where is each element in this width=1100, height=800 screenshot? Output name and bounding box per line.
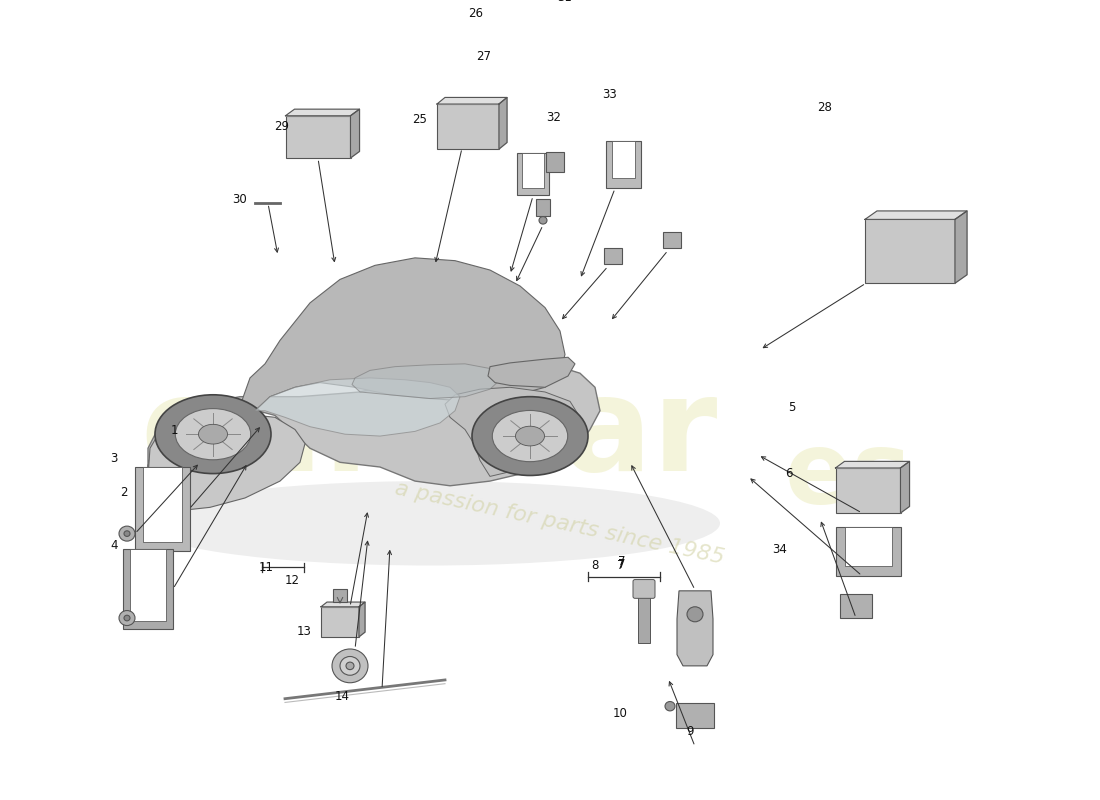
Circle shape — [666, 702, 675, 711]
Bar — [638, 594, 650, 643]
Text: 4: 4 — [110, 539, 118, 552]
Ellipse shape — [155, 394, 271, 474]
Text: 11: 11 — [258, 561, 274, 574]
Bar — [333, 589, 346, 602]
Text: 8: 8 — [592, 559, 598, 572]
Text: car: car — [485, 370, 717, 498]
Bar — [845, 527, 891, 566]
Text: 26: 26 — [469, 7, 484, 21]
PathPatch shape — [240, 258, 565, 434]
PathPatch shape — [676, 591, 713, 666]
Polygon shape — [286, 109, 360, 116]
Text: 7: 7 — [618, 555, 626, 568]
Polygon shape — [901, 462, 910, 513]
Circle shape — [119, 526, 135, 541]
Bar — [836, 468, 901, 513]
Text: 6: 6 — [785, 467, 793, 480]
Bar — [437, 104, 499, 149]
Polygon shape — [955, 211, 967, 283]
PathPatch shape — [352, 364, 500, 398]
Circle shape — [332, 649, 368, 682]
Text: 1: 1 — [170, 424, 178, 437]
Text: 7: 7 — [618, 558, 626, 571]
Polygon shape — [359, 602, 365, 637]
Text: 13: 13 — [297, 625, 311, 638]
PathPatch shape — [255, 378, 460, 436]
Text: 10: 10 — [613, 707, 627, 720]
Text: 12: 12 — [285, 574, 299, 587]
FancyBboxPatch shape — [632, 579, 654, 598]
Text: 28: 28 — [817, 102, 833, 114]
Bar — [143, 467, 182, 542]
Polygon shape — [499, 98, 507, 149]
Ellipse shape — [493, 410, 568, 462]
Polygon shape — [351, 109, 360, 158]
Bar — [123, 549, 173, 629]
PathPatch shape — [488, 358, 575, 387]
Circle shape — [119, 610, 135, 626]
Circle shape — [124, 615, 130, 621]
Text: 27: 27 — [476, 50, 492, 62]
Polygon shape — [321, 602, 365, 606]
Polygon shape — [865, 211, 967, 219]
Bar — [605, 141, 640, 187]
Bar — [663, 231, 681, 249]
Text: 34: 34 — [772, 543, 788, 556]
Text: a passion for parts since 1985: a passion for parts since 1985 — [394, 478, 727, 568]
Ellipse shape — [472, 397, 588, 475]
Circle shape — [539, 217, 547, 224]
Text: 5: 5 — [789, 402, 795, 414]
Polygon shape — [836, 462, 910, 468]
Text: 9: 9 — [686, 725, 694, 738]
Text: euro: euro — [141, 370, 480, 498]
Bar — [546, 152, 564, 173]
Circle shape — [124, 531, 130, 537]
Bar — [612, 141, 635, 178]
Text: 25: 25 — [412, 113, 428, 126]
PathPatch shape — [145, 361, 600, 510]
Text: 30: 30 — [232, 193, 248, 206]
Bar — [840, 594, 872, 618]
Text: 3: 3 — [110, 452, 118, 465]
Ellipse shape — [175, 409, 251, 460]
Bar — [836, 527, 901, 576]
Bar — [604, 247, 622, 265]
Polygon shape — [437, 98, 507, 104]
Ellipse shape — [198, 424, 228, 444]
Bar — [536, 198, 550, 216]
Bar — [286, 116, 351, 158]
Text: 2: 2 — [120, 486, 128, 499]
Text: 29: 29 — [275, 120, 289, 133]
Text: 7: 7 — [617, 559, 625, 572]
Circle shape — [688, 606, 703, 622]
Ellipse shape — [140, 481, 720, 566]
Circle shape — [340, 657, 360, 675]
PathPatch shape — [148, 414, 305, 511]
Bar — [517, 154, 549, 195]
Circle shape — [346, 662, 354, 670]
Bar — [134, 467, 189, 551]
Text: es: es — [785, 428, 912, 525]
Text: 31: 31 — [558, 0, 572, 3]
Ellipse shape — [516, 426, 544, 446]
PathPatch shape — [446, 387, 580, 476]
Bar — [321, 606, 359, 637]
Bar — [130, 549, 166, 622]
Bar — [522, 154, 544, 188]
Text: 14: 14 — [334, 690, 350, 703]
Bar — [865, 219, 955, 283]
Text: 32: 32 — [547, 110, 561, 124]
Bar — [676, 703, 714, 728]
Text: 33: 33 — [603, 88, 617, 101]
